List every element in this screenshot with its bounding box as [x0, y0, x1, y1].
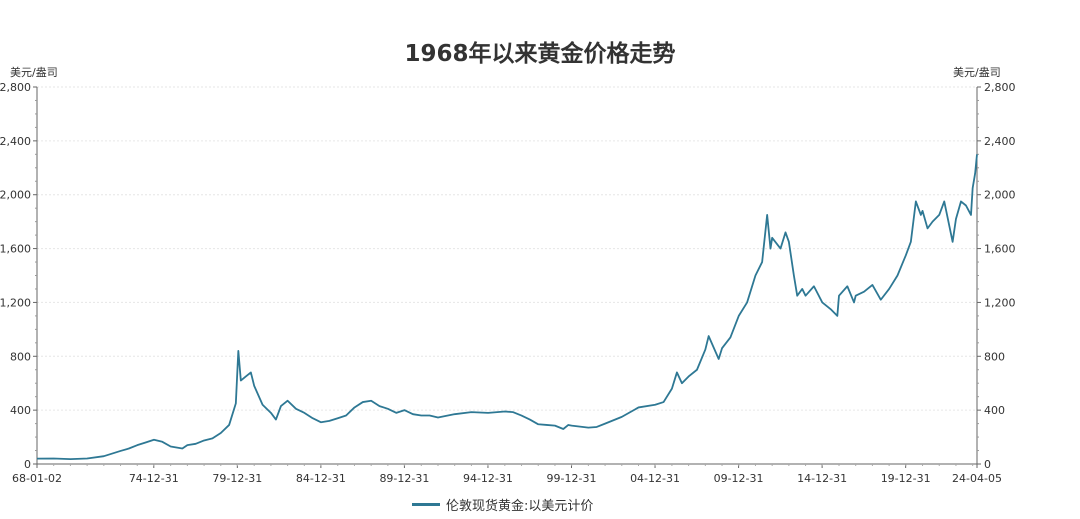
chart-title: 1968年以来黄金价格走势 — [404, 41, 676, 67]
series-line-gold-price — [36, 154, 978, 461]
right-y-tick-label: 400 — [984, 404, 1005, 417]
right-y-tick-label: 2,400 — [984, 135, 1016, 148]
legend-label: 伦敦现货黄金:以美元计价 — [446, 498, 594, 514]
x-tick-label: 04-12-31 — [630, 472, 680, 485]
right-y-tick-label: 1,600 — [984, 243, 1016, 256]
x-tick-label: 94-12-31 — [463, 472, 513, 485]
left-y-axis-ticks: 0 400 800 1,200 1,600 2,000 2,400 2,800 — [0, 81, 37, 471]
left-y-tick-label: 2,400 — [0, 135, 31, 148]
gridlines — [37, 86, 977, 411]
right-y-tick-label: 1,200 — [984, 296, 1016, 309]
legend-line-swatch — [412, 502, 440, 506]
x-tick-label: 09-12-31 — [714, 472, 764, 485]
series-layer — [36, 154, 978, 461]
right-y-axis-ticks: 0 400 800 1,200 1,600 2,000 2,400 2,800 — [977, 81, 1016, 471]
left-y-tick-label: 800 — [10, 350, 31, 363]
left-y-tick-label: 1,200 — [0, 296, 31, 309]
legend[interactable]: 伦敦现货黄金:以美元计价 — [412, 495, 594, 514]
x-tick-label: 14-12-31 — [797, 472, 847, 485]
left-y-tick-label: 2,800 — [0, 81, 31, 94]
x-axis-ticks: 68-01-02 74-12-31 79-12-31 84-12-31 89-12-31… — [12, 464, 1002, 485]
x-tick-label: 89-12-31 — [379, 472, 429, 485]
right-y-tick-label: 800 — [984, 350, 1005, 363]
right-y-axis-unit: 美元/盎司 — [953, 66, 1001, 79]
left-y-tick-label: 0 — [24, 458, 31, 471]
x-tick-label: 99-12-31 — [547, 472, 597, 485]
right-y-tick-label: 2,000 — [984, 189, 1016, 202]
x-tick-label: 84-12-31 — [296, 472, 346, 485]
left-y-axis-unit: 美元/盎司 — [10, 66, 58, 79]
axes — [36, 87, 978, 465]
left-y-tick-label: 2,000 — [0, 189, 31, 202]
left-y-tick-label: 1,600 — [0, 243, 31, 256]
x-tick-label: 19-12-31 — [881, 472, 931, 485]
x-tick-label: 79-12-31 — [212, 472, 262, 485]
x-tick-label: 74-12-31 — [129, 472, 179, 485]
x-tick-label: 68-01-02 — [12, 472, 62, 485]
x-tick-label: 24-04-05 — [952, 472, 1002, 485]
left-y-tick-label: 400 — [10, 404, 31, 417]
right-y-tick-label: 0 — [984, 458, 991, 471]
right-y-tick-label: 2,800 — [984, 81, 1016, 94]
